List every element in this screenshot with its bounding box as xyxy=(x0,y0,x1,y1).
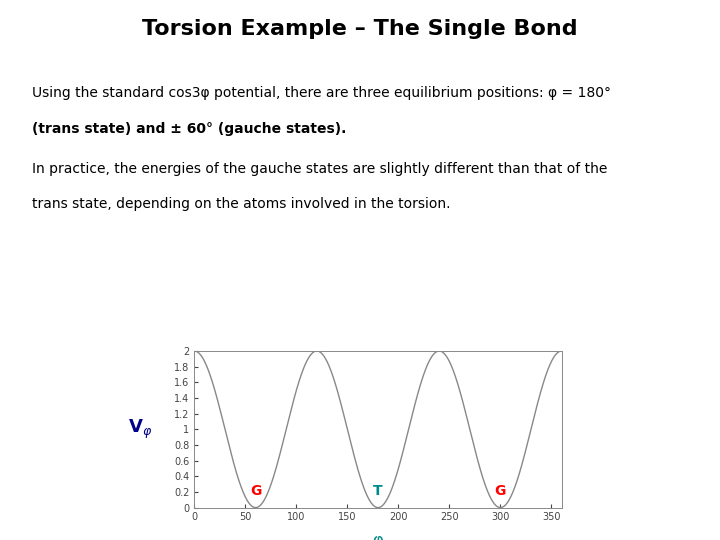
Text: trans state, depending on the atoms involved in the torsion.: trans state, depending on the atoms invo… xyxy=(32,197,451,211)
Text: V$_\varphi$: V$_\varphi$ xyxy=(128,418,153,441)
Text: G: G xyxy=(250,484,261,498)
Text: In practice, the energies of the gauche states are slightly different than that : In practice, the energies of the gauche … xyxy=(32,162,608,176)
Text: Using the standard cos3φ potential, there are three equilibrium positions: φ = 1: Using the standard cos3φ potential, ther… xyxy=(32,86,611,100)
Text: G: G xyxy=(495,484,506,498)
Text: (trans state) and ± 60° (gauche states).: (trans state) and ± 60° (gauche states). xyxy=(32,122,347,136)
Text: φ: φ xyxy=(372,532,384,540)
Text: Torsion Example – The Single Bond: Torsion Example – The Single Bond xyxy=(142,19,578,39)
Text: T: T xyxy=(373,484,383,498)
